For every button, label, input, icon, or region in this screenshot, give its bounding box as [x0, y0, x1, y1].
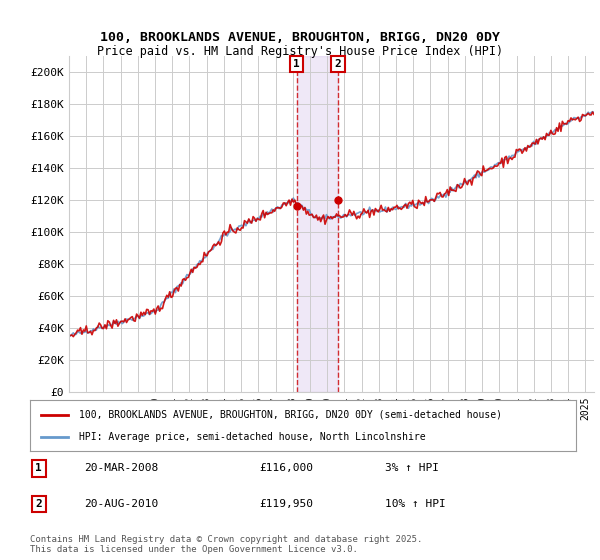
- Text: Contains HM Land Registry data © Crown copyright and database right 2025.
This d: Contains HM Land Registry data © Crown c…: [30, 535, 422, 554]
- Text: 20-AUG-2010: 20-AUG-2010: [85, 499, 159, 509]
- Text: 100, BROOKLANDS AVENUE, BROUGHTON, BRIGG, DN20 0DY: 100, BROOKLANDS AVENUE, BROUGHTON, BRIGG…: [100, 31, 500, 44]
- Text: 3% ↑ HPI: 3% ↑ HPI: [385, 463, 439, 473]
- Text: 2: 2: [335, 59, 341, 69]
- Text: HPI: Average price, semi-detached house, North Lincolnshire: HPI: Average price, semi-detached house,…: [79, 432, 426, 442]
- Text: 2: 2: [35, 499, 42, 509]
- Text: £116,000: £116,000: [259, 463, 313, 473]
- Text: £119,950: £119,950: [259, 499, 313, 509]
- Text: Price paid vs. HM Land Registry's House Price Index (HPI): Price paid vs. HM Land Registry's House …: [97, 45, 503, 58]
- Text: 1: 1: [293, 59, 300, 69]
- Text: 1: 1: [35, 463, 42, 473]
- Bar: [296, 56, 338, 392]
- Text: 20-MAR-2008: 20-MAR-2008: [85, 463, 159, 473]
- Text: 10% ↑ HPI: 10% ↑ HPI: [385, 499, 446, 509]
- Text: 100, BROOKLANDS AVENUE, BROUGHTON, BRIGG, DN20 0DY (semi-detached house): 100, BROOKLANDS AVENUE, BROUGHTON, BRIGG…: [79, 409, 502, 419]
